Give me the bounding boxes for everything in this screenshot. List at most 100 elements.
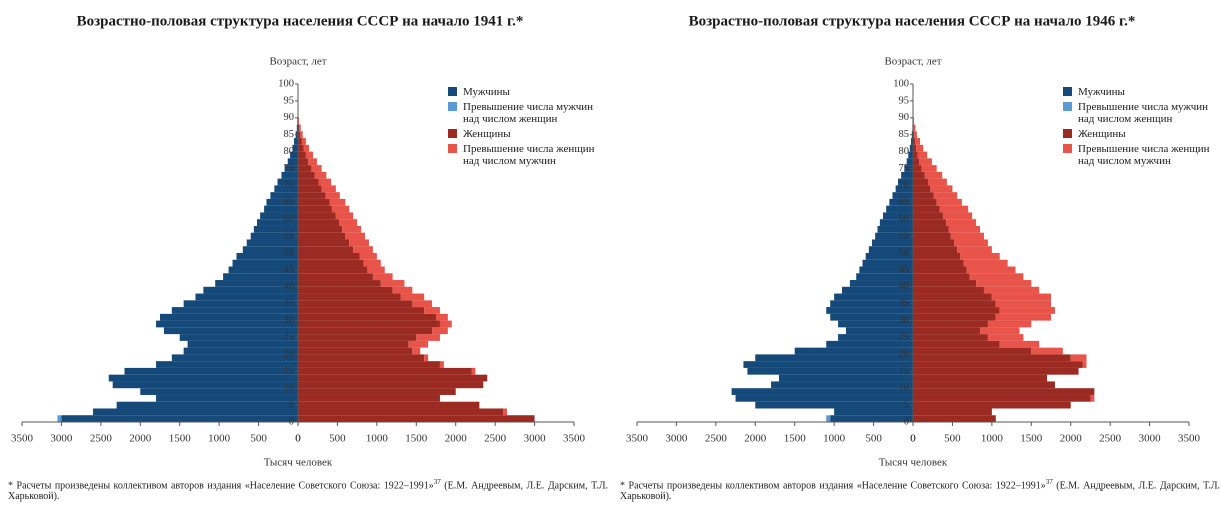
bar <box>913 300 996 308</box>
legend-item: Мужчины <box>1063 86 1213 98</box>
bar <box>203 286 298 294</box>
legend-item: Превышение числа женщин над числом мужчи… <box>1063 143 1213 167</box>
bar <box>298 151 306 159</box>
bar <box>183 347 298 355</box>
bar <box>889 198 913 206</box>
x-tick-label: 3000 <box>524 433 547 445</box>
bar <box>112 381 298 389</box>
bar <box>916 144 924 152</box>
bar <box>875 232 913 240</box>
footnote-text: (Е.М. Андреевым, Л.Е. Дарским, Т.Л. Харь… <box>8 480 609 503</box>
bar <box>372 273 393 281</box>
bar <box>140 388 298 395</box>
legend-swatch <box>448 87 457 96</box>
bar <box>253 225 298 233</box>
bar <box>913 158 920 166</box>
bar <box>359 253 377 260</box>
bar <box>895 185 913 193</box>
bar <box>301 138 306 145</box>
bar <box>913 354 1071 362</box>
bar <box>290 151 298 159</box>
footnote-text: (Е.М. Андреевым, Л.Е. Дарским, Т.Л. Харь… <box>620 480 1221 503</box>
bar <box>183 300 298 308</box>
legend: Мужчины Превышение числа мужчин над число… <box>1063 86 1213 170</box>
x-tick-label: 2000 <box>1060 433 1083 445</box>
x-tick-label: 0 <box>295 433 301 445</box>
bar <box>913 374 1048 382</box>
bar <box>305 151 313 159</box>
bar <box>416 334 440 341</box>
x-tick-label: 3000 <box>665 433 688 445</box>
bar <box>913 246 958 253</box>
bar <box>1070 354 1087 362</box>
y-tick-label: 10 <box>284 383 295 394</box>
bar <box>913 144 917 152</box>
bar <box>298 239 350 247</box>
bar <box>436 313 448 321</box>
bar <box>976 280 1032 287</box>
bar <box>439 361 444 368</box>
x-tick-label: 1000 <box>981 433 1004 445</box>
y-tick-label: 85 <box>284 129 295 140</box>
bar <box>163 327 298 335</box>
y-tick-label: 90 <box>284 112 295 123</box>
bar <box>909 144 913 152</box>
y-tick-label: 60 <box>284 214 295 225</box>
bar <box>913 273 970 281</box>
bar <box>778 374 913 382</box>
bar <box>919 158 932 166</box>
bar <box>116 401 298 409</box>
bar <box>187 340 298 348</box>
bar <box>747 367 913 375</box>
bar <box>987 320 1032 328</box>
x-tick-label: 1000 <box>366 433 389 445</box>
bar <box>296 124 298 132</box>
bar <box>353 246 373 253</box>
bar <box>298 259 364 267</box>
bar <box>913 367 1079 375</box>
legend-label: Превышение числа мужчин над числом женщи… <box>1078 101 1209 125</box>
bar <box>913 388 1095 395</box>
bar <box>914 131 917 139</box>
legend-item: Мужчины <box>448 86 598 98</box>
bar <box>913 334 988 341</box>
legend-swatch <box>1063 87 1072 96</box>
y-tick-label: 10 <box>899 383 910 394</box>
footnote: * Расчеты произведены коллективом авторо… <box>8 477 608 502</box>
bar <box>171 307 298 314</box>
bar <box>266 198 298 206</box>
bar <box>298 165 312 172</box>
bar <box>298 307 425 314</box>
legend-swatch <box>1063 129 1072 138</box>
x-tick-label: 0 <box>910 433 916 445</box>
bar <box>731 388 913 395</box>
bar <box>913 117 914 125</box>
bar <box>215 280 298 287</box>
x-tick-label: 2000 <box>744 433 767 445</box>
bar <box>298 394 440 402</box>
bar <box>298 327 433 335</box>
bar <box>913 151 918 159</box>
legend-label: Мужчины <box>1078 86 1125 98</box>
x-tick-label: 1500 <box>169 433 192 445</box>
y-tick-label: 20 <box>284 349 295 360</box>
bar <box>228 266 298 274</box>
bar <box>913 401 1071 409</box>
y-tick-label: 5 <box>289 400 294 411</box>
bar <box>156 320 298 328</box>
bar <box>913 205 940 213</box>
x-tick-label: 1500 <box>405 433 428 445</box>
bar <box>913 225 949 233</box>
bar <box>913 415 996 422</box>
bar <box>339 219 358 226</box>
bar <box>830 300 913 308</box>
bar <box>913 266 967 274</box>
bar <box>329 198 346 206</box>
bar <box>755 354 913 362</box>
legend-item: Женщины <box>448 128 598 140</box>
bar <box>287 158 298 166</box>
bar <box>223 273 298 281</box>
y-tick-label: 70 <box>899 180 910 191</box>
bar <box>995 300 1051 308</box>
bar <box>913 381 1055 389</box>
